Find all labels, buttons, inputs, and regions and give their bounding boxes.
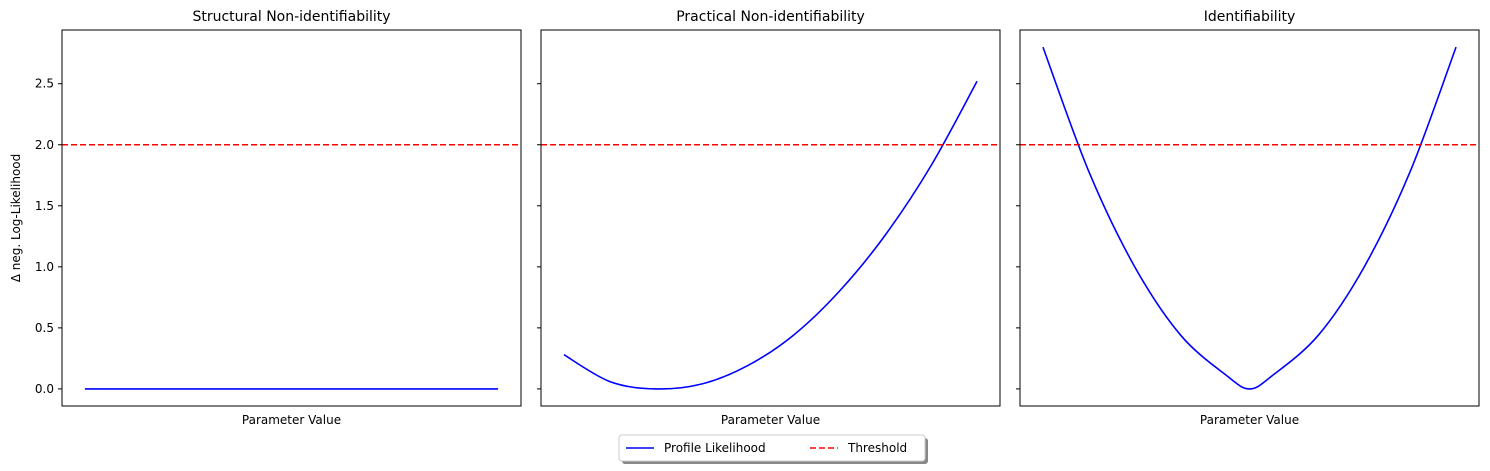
panel-2: Practical Non-identifiability Parameter V… [537, 9, 1001, 427]
panel-title: Identifiability [1204, 9, 1296, 25]
legend: Profile Likelihood Threshold [618, 434, 928, 464]
panels: 0.0 0.5 1.0 1.5 2.0 2.5 Structural Non-identif… [9, 9, 1480, 427]
x-axis-label: Parameter Value [1200, 413, 1299, 427]
y-tick-label: 0.0 [35, 382, 54, 396]
y-tick-label: 1.0 [35, 260, 54, 274]
axes-frame [1019, 29, 1480, 407]
panel-title: Structural Non-identifiability [192, 9, 390, 25]
y-tick-label: 2.5 [35, 77, 54, 91]
profile-likelihood-line [563, 80, 978, 390]
legend-frame [618, 434, 926, 462]
x-axis-label: Parameter Value [242, 413, 341, 427]
panel-1: 0.0 0.5 1.0 1.5 2.0 2.5 Structural Non-identif… [9, 9, 522, 427]
y-tick-label: 2.0 [35, 138, 54, 152]
panel-3: Identifiability Parameter Value [1016, 9, 1480, 427]
y-tick-label: 0.5 [35, 321, 54, 335]
legend-label-profile-likelihood: Profile Likelihood [664, 441, 766, 455]
x-axis-label: Parameter Value [721, 413, 820, 427]
profile-likelihood-line [1042, 46, 1457, 390]
y-tick-label: 1.5 [35, 199, 54, 213]
axes-frame [540, 29, 1001, 407]
axes-frame [61, 29, 522, 407]
y-axis-label: Δ neg. Log-Likelihood [9, 154, 23, 283]
panel-title: Practical Non-identifiability [676, 9, 865, 25]
legend-label-threshold: Threshold [847, 441, 907, 455]
